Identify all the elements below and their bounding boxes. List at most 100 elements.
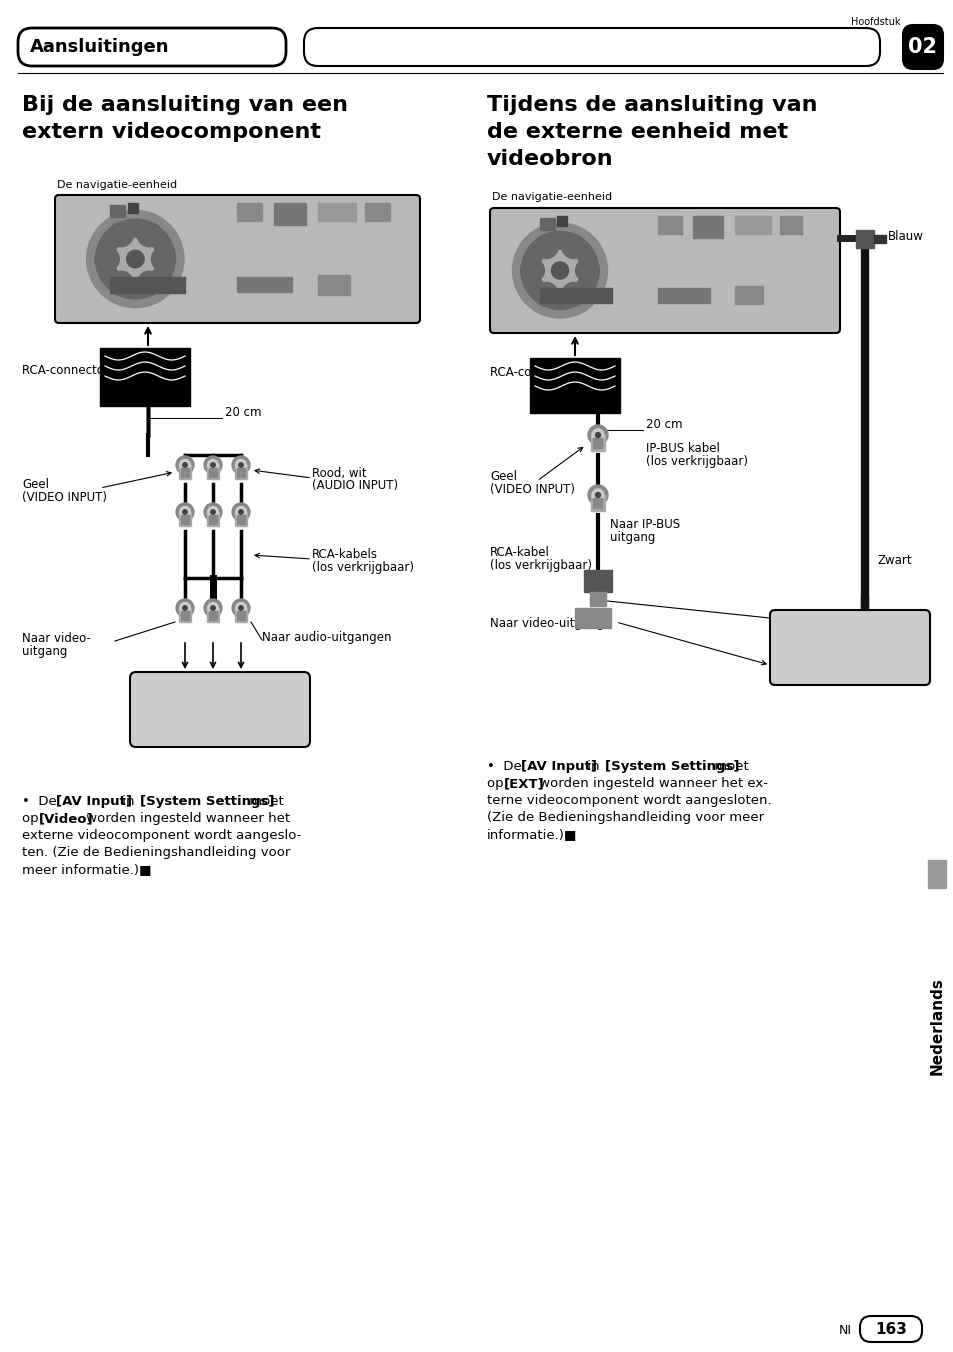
Bar xyxy=(110,206,125,218)
Circle shape xyxy=(232,456,250,475)
Bar xyxy=(593,498,602,508)
Text: NI: NI xyxy=(838,1324,851,1337)
Circle shape xyxy=(575,258,598,283)
Circle shape xyxy=(127,250,144,268)
Circle shape xyxy=(235,507,246,518)
Text: meer informatie.)■: meer informatie.)■ xyxy=(22,863,152,876)
Circle shape xyxy=(561,283,585,307)
Circle shape xyxy=(137,223,161,246)
Text: videocomponent: videocomponent xyxy=(171,703,269,717)
Bar xyxy=(658,216,681,234)
Text: [Video]: [Video] xyxy=(39,813,93,825)
Text: (AUDIO INPUT): (AUDIO INPUT) xyxy=(312,480,397,492)
Text: [AV Input]: [AV Input] xyxy=(520,760,596,773)
Bar xyxy=(234,465,247,480)
Circle shape xyxy=(208,507,218,518)
Text: 02: 02 xyxy=(907,37,937,57)
Text: Naar video-: Naar video- xyxy=(22,631,91,645)
Text: De navigatie-eenheid: De navigatie-eenheid xyxy=(57,180,177,191)
Text: IP-BUS kabel: IP-BUS kabel xyxy=(645,442,720,454)
Bar xyxy=(207,512,219,526)
Text: •  De: • De xyxy=(486,760,525,773)
Circle shape xyxy=(208,460,218,470)
Circle shape xyxy=(520,231,598,310)
Bar xyxy=(365,203,390,220)
Text: De navigatie-eenheid: De navigatie-eenheid xyxy=(492,192,612,201)
Circle shape xyxy=(587,485,607,506)
Circle shape xyxy=(211,606,215,610)
Text: in: in xyxy=(117,795,138,808)
Bar xyxy=(593,438,602,448)
Text: •  De: • De xyxy=(22,795,61,808)
Circle shape xyxy=(204,456,222,475)
Bar xyxy=(557,216,566,226)
Text: (Zie de Bedieningshandleiding voor meer: (Zie de Bedieningshandleiding voor meer xyxy=(486,811,763,823)
Bar xyxy=(207,465,219,480)
Text: uitgang: uitgang xyxy=(22,645,68,657)
Circle shape xyxy=(592,429,603,441)
Text: Nederlands: Nederlands xyxy=(928,977,943,1075)
Circle shape xyxy=(208,603,218,614)
Bar xyxy=(234,608,247,622)
Text: op: op xyxy=(486,777,507,790)
Text: Hoofdstuk: Hoofdstuk xyxy=(850,18,900,27)
Bar xyxy=(178,512,192,526)
Bar xyxy=(234,512,247,526)
Circle shape xyxy=(204,503,222,521)
Bar xyxy=(589,592,605,606)
Text: uitgang: uitgang xyxy=(609,530,655,544)
Circle shape xyxy=(183,510,187,514)
Bar xyxy=(236,515,245,523)
Bar xyxy=(575,608,610,627)
Text: (los verkrijgbaar): (los verkrijgbaar) xyxy=(490,560,592,572)
Text: in: in xyxy=(582,760,602,773)
Text: RCA-connector 1: RCA-connector 1 xyxy=(22,364,120,376)
Circle shape xyxy=(175,599,193,617)
Text: (los verkrijgbaar): (los verkrijgbaar) xyxy=(799,657,900,671)
Bar xyxy=(181,611,189,619)
Bar xyxy=(209,515,217,523)
Text: (VIDEO INPUT): (VIDEO INPUT) xyxy=(22,491,107,503)
Circle shape xyxy=(595,492,599,498)
Bar xyxy=(583,571,612,592)
Circle shape xyxy=(179,507,191,518)
Text: Geel: Geel xyxy=(490,470,517,484)
Bar xyxy=(178,465,192,480)
Text: op: op xyxy=(22,813,43,825)
Circle shape xyxy=(534,235,558,258)
Text: (los verkrijgbaar): (los verkrijgbaar) xyxy=(169,718,271,731)
FancyBboxPatch shape xyxy=(18,28,286,66)
Circle shape xyxy=(561,235,585,258)
Bar xyxy=(780,216,801,234)
Bar xyxy=(236,468,245,477)
Bar xyxy=(317,274,350,295)
Circle shape xyxy=(232,503,250,521)
Text: [AV Input]: [AV Input] xyxy=(55,795,132,808)
Bar xyxy=(317,203,355,220)
Text: Bij de aansluiting van een: Bij de aansluiting van een xyxy=(22,95,348,115)
Text: RCA-kabels: RCA-kabels xyxy=(312,548,377,561)
Text: Naar IP-BUS: Naar IP-BUS xyxy=(609,518,679,530)
Bar xyxy=(209,611,217,619)
Bar xyxy=(237,277,293,292)
Bar xyxy=(539,288,612,303)
Bar xyxy=(209,468,217,477)
Text: worden ingesteld wanneer het ex-: worden ingesteld wanneer het ex- xyxy=(535,777,767,790)
Text: Rood, wit: Rood, wit xyxy=(312,466,366,480)
Bar xyxy=(274,203,306,224)
Text: moet: moet xyxy=(245,795,284,808)
Bar xyxy=(178,608,192,622)
Bar xyxy=(100,347,190,406)
Circle shape xyxy=(587,425,607,445)
Circle shape xyxy=(95,247,119,272)
Bar xyxy=(237,203,262,220)
Text: eenheid: eenheid xyxy=(825,641,873,653)
Text: Naar audio-uitgangen: Naar audio-uitgangen xyxy=(262,631,391,645)
Text: Tijdens de aansluiting van: Tijdens de aansluiting van xyxy=(486,95,817,115)
Bar xyxy=(692,216,722,238)
Circle shape xyxy=(204,599,222,617)
Bar xyxy=(236,611,245,619)
Circle shape xyxy=(211,510,215,514)
Bar xyxy=(590,495,604,511)
Text: Extern: Extern xyxy=(200,688,239,702)
